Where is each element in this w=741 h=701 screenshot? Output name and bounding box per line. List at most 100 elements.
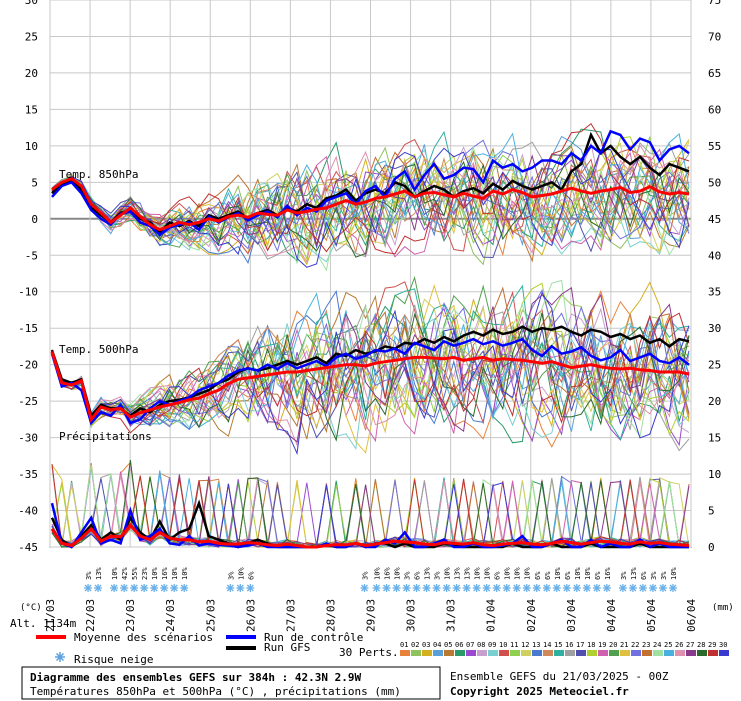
snowflake-icon — [422, 584, 431, 592]
y-axis-left: 30 25 20 15 10 5 0 -5 -10 -15 -20 -25 -30 -35 -40 -45 — [18, 0, 38, 554]
pert-legend-label: 19 — [598, 641, 606, 649]
pert-legend-swatch — [543, 650, 553, 656]
pert-legend-label: 24 — [653, 641, 661, 649]
snowflake-icon — [236, 584, 245, 592]
y-tick-left: 15 — [25, 103, 38, 116]
snowflake-icon — [130, 584, 139, 592]
snow-risk-pct: 6% — [544, 571, 552, 580]
snow-risk-pct: 10% — [151, 567, 159, 580]
y-tick-left: -25 — [18, 395, 38, 408]
x-tick-label: 01/04 — [485, 599, 498, 632]
snowflake-icon — [360, 584, 369, 592]
snowflake-icon — [638, 584, 647, 592]
pert-legend-swatch — [466, 650, 476, 656]
pert-legend-label: 01 — [400, 641, 408, 649]
y-tick-right: 50 — [708, 176, 721, 189]
snowflake-icon — [372, 584, 381, 592]
snow-risk-pct: 13% — [630, 567, 638, 580]
snow-risk-pct: 13% — [454, 567, 462, 580]
y-tick-left: -20 — [18, 359, 38, 372]
pert-legend-swatch — [642, 650, 652, 656]
x-tick-label: 25/03 — [204, 599, 217, 632]
y-tick-left: -30 — [18, 432, 38, 445]
snowflake-icon — [140, 584, 149, 592]
pert-legend-swatch — [620, 650, 630, 656]
series-control-t500 — [50, 337, 690, 426]
snow-risk-pct: 3% — [660, 571, 668, 580]
pert-legend-label: 03 — [422, 641, 430, 649]
snow-risk-pct: 10% — [504, 567, 512, 580]
pert-legend-label: 29 — [708, 641, 716, 649]
snowflake-icon — [120, 584, 129, 592]
chart-title: Diagramme des ensembles GEFS sur 384h : … — [30, 671, 362, 684]
pert-legend-label: 20 — [609, 641, 617, 649]
y-tick-right: 5 — [708, 505, 715, 518]
snow-risk-pct: 13% — [424, 567, 432, 580]
pert-line-t500 — [51, 312, 690, 434]
pert-line-t850 — [51, 122, 690, 255]
snow-risk-pct: 42% — [121, 567, 129, 580]
pert-legend-swatch — [499, 650, 509, 656]
snow-risk-pct: 55% — [131, 567, 139, 580]
title-box: Diagramme des ensembles GEFS sur 384h : … — [21, 666, 441, 700]
snow-risk-pct: 10% — [484, 567, 492, 580]
snowflake-icon — [542, 584, 551, 592]
y-tick-right: 15 — [708, 432, 721, 445]
y-tick-left: 0 — [31, 213, 38, 226]
x-tick-label: 21/03 — [44, 599, 57, 632]
y-tick-left: 5 — [31, 176, 38, 189]
pert-legend-label: 22 — [631, 641, 639, 649]
pert-legend-swatch — [510, 650, 520, 656]
y-tick-left: 25 — [25, 30, 38, 43]
snow-risk-pct: 10% — [524, 567, 532, 580]
snow-risk-pct: 10% — [394, 567, 402, 580]
snowflake-icon — [160, 584, 169, 592]
pert-legend-swatch — [719, 650, 729, 656]
x-tick-label: 05/04 — [645, 599, 658, 632]
snowflake-icon — [462, 584, 471, 592]
series-mean-t500 — [50, 351, 690, 423]
snow-risk-pct: 3% — [85, 571, 93, 580]
altitude-label: Alt. 1134m — [10, 617, 77, 630]
x-tick-label: 26/03 — [244, 599, 257, 632]
pert-legend-label: 26 — [675, 641, 683, 649]
pert-legend-label: 16 — [565, 641, 573, 649]
snow-risk-pct: 16% — [604, 567, 612, 580]
snowflake-icon — [452, 584, 461, 592]
perturbation-legend: 01 02 03 04 05 06 07 08 09 10 11 12 13 14 15 16 17 18 19 20… — [400, 641, 729, 656]
snowflake-icon — [84, 584, 93, 592]
panel-label-t850: Temp. 850hPa — [59, 168, 138, 181]
pert-legend-swatch — [565, 650, 575, 656]
y-tick-right: 25 — [708, 359, 721, 372]
pert-legend-swatch — [411, 650, 421, 656]
series-control-precip — [50, 502, 689, 549]
snow-risk-row: 3% 13% 10% 42% 55% 23% 10% 16% 10% 10% 3% 10% 6% 3% 10… — [84, 567, 678, 592]
snow-risk-pct: 3% — [620, 571, 628, 580]
pert-legend-swatch — [587, 650, 597, 656]
x-tick-label: 29/03 — [365, 599, 378, 632]
snowflake-icon — [226, 584, 235, 592]
pert-legend-swatch — [598, 650, 608, 656]
y-tick-left: 30 — [25, 0, 38, 7]
pert-legend-label: 17 — [576, 641, 584, 649]
y-tick-right: 55 — [708, 140, 721, 153]
x-tick-label: 24/03 — [164, 599, 177, 632]
y-tick-right: 20 — [708, 395, 721, 408]
snowflake-icon — [602, 584, 611, 592]
snowflake-icon — [150, 584, 159, 592]
snowflake-icon — [522, 584, 531, 592]
legend-mean-label: Moyenne des scénarios — [74, 631, 213, 644]
snow-risk-pct: 10% — [584, 567, 592, 580]
pert-line-t500 — [51, 312, 690, 442]
pert-line-t850 — [51, 156, 690, 259]
snowflake-icon — [412, 584, 421, 592]
snowflake-icon — [592, 584, 601, 592]
snowflake-icon — [482, 584, 491, 592]
snowflake-icon — [618, 584, 627, 592]
x-axis: 21/03 22/03 23/03 24/03 25/03 26/03 27/03 28/03… — [44, 599, 698, 632]
legend: Moyenne des scénarios Run de contrôle Ru… — [36, 631, 729, 666]
snow-risk-pct: 6% — [494, 571, 502, 580]
pert-legend-swatch — [554, 650, 564, 656]
pert-legend-label: 30 — [719, 641, 727, 649]
